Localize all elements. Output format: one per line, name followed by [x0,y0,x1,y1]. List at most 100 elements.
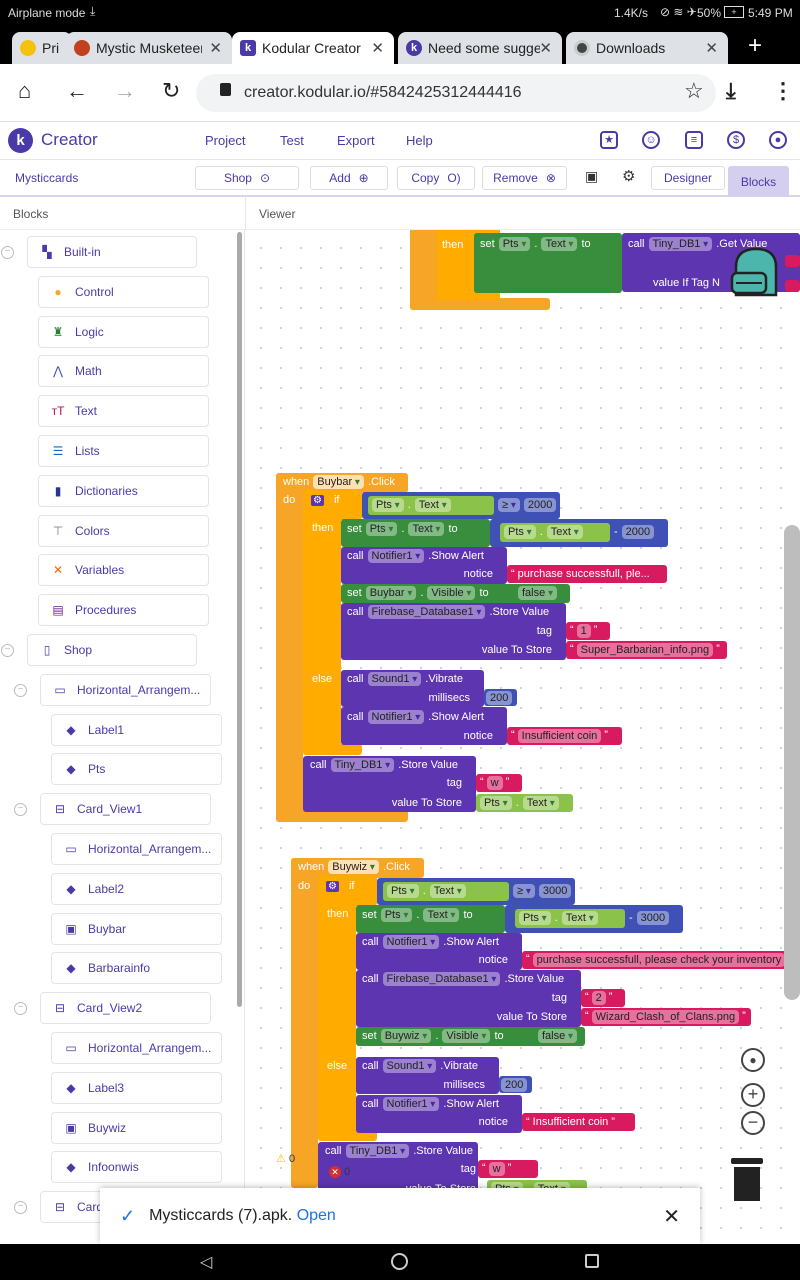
sidebar-item-horizontal-arrangem[interactable]: ▭ Horizontal_Arrangem... [40,673,211,706]
sidebar-item-pts[interactable]: ◆ Pts [51,753,222,786]
if-block-bottom[interactable] [318,1130,377,1141]
workspace-scrollbar[interactable] [784,525,800,1000]
trash-icon[interactable] [731,1158,763,1202]
sidebar-item-control[interactable]: ● Control [38,275,209,308]
sidebar-item-card-view1[interactable]: ⊟ Card_View1 [40,793,211,826]
field-dropdown[interactable]: Pts [365,522,398,536]
text-block[interactable] [522,1113,635,1131]
field-dropdown[interactable]: Pts [372,498,404,512]
open-download-link[interactable]: Open [296,1207,336,1224]
field-dropdown[interactable]: Visible [427,586,476,600]
component-dropdown[interactable]: Tiny_DB1 [330,758,395,772]
text-block[interactable] [507,727,622,745]
field-dropdown[interactable]: Text [408,522,445,536]
field-dropdown[interactable]: Text [541,237,578,251]
collapse-icon[interactable]: − [14,803,27,817]
component-dropdown[interactable]: Firebase_Database1 [382,972,501,986]
operator-dropdown[interactable]: ≥ [498,498,520,512]
field-dropdown[interactable]: Pts [504,525,536,539]
number-field[interactable]: 2000 [523,498,557,512]
text-block[interactable] [522,951,800,969]
sidebar-item-buybar[interactable]: ▣ Buybar [51,912,222,945]
close-icon[interactable]: ✕ [705,40,718,57]
string-literal[interactable]: “2” [585,991,612,1005]
string-field[interactable]: Insufficient coin [532,1116,609,1128]
string-literal[interactable]: “purchase successfull, ple... [511,568,650,580]
billing-icon[interactable]: $ [727,131,745,149]
field-dropdown[interactable]: Pts [498,237,531,251]
sidebar-item-shop[interactable]: ▯ Shop [27,634,197,666]
number-field[interactable]: 200 [486,691,513,705]
menu-help[interactable]: Help [406,133,433,148]
number-block[interactable] [524,883,570,900]
recenter-icon[interactable]: ● [741,1048,765,1072]
zoom-out-icon[interactable]: − [741,1111,765,1135]
recents-nav-icon[interactable] [585,1254,599,1268]
tab-need-some-suggestions[interactable]: k Need some suggestions✕ [398,32,562,64]
sidebar-item-built-in[interactable]: ▚ Built-in [27,236,197,268]
string-literal[interactable]: “1” [570,624,597,638]
tab-mystic-musketeers[interactable]: Mystic Musketeers ✕ [66,32,232,64]
sidebar-item-variables[interactable]: ✕ Variables [38,554,209,587]
string-literal[interactable]: “Insufficient coin” [526,1116,615,1128]
string-field[interactable]: purchase successfull, ple... [517,568,650,580]
field-dropdown[interactable]: Text [561,911,598,925]
backpack-icon[interactable] [728,245,784,299]
field-dropdown[interactable]: Text [414,498,451,512]
download-icon[interactable]: ⤓ [726,78,736,103]
component-dropdown[interactable]: Tiny_DB1 [648,237,713,251]
copy-screen-button[interactable]: Copy O) [397,166,475,190]
text-block[interactable] [507,565,667,583]
text-block[interactable] [478,1160,538,1178]
mutator-gear-icon[interactable]: ⚙ [326,880,339,892]
menu-test[interactable]: Test [280,133,304,148]
text-block[interactable] [566,641,727,659]
gallery-icon[interactable]: ▣ [585,168,599,184]
my-projects-icon[interactable]: ★ [600,131,618,149]
tab-pri[interactable]: Pri [12,32,72,64]
string-literal[interactable]: “Insufficient coin” [511,729,608,743]
field-dropdown[interactable]: false [538,1029,578,1043]
blocks-button[interactable]: Blocks [728,166,789,197]
zoom-in-icon[interactable]: + [741,1083,765,1107]
field-dropdown[interactable]: Pts [480,796,512,810]
string-field[interactable]: Super_Barbarian_info.png [576,643,714,657]
address-bar[interactable]: creator.kodular.io/#5842425312444416 [196,74,716,112]
account-icon[interactable]: ● [769,131,787,149]
component-dropdown[interactable]: Notifier1 [382,935,440,949]
component-dropdown[interactable]: Buywiz [328,860,379,874]
field-dropdown[interactable]: false [518,586,558,600]
menu-project[interactable]: Project [205,133,246,148]
sidebar-item-procedures[interactable]: ▤ Procedures [38,594,209,627]
designer-button[interactable]: Designer [651,166,725,190]
string-literal[interactable]: “w” [480,776,509,790]
collapse-icon[interactable]: − [1,644,14,657]
sidebar-item-text[interactable]: ᴛT Text [38,395,209,428]
field-dropdown[interactable]: Buywiz [380,1029,432,1043]
sidebar-item-horizontal-arrangem[interactable]: ▭ Horizontal_Arrangem... [51,833,222,865]
sidebar-item-logic[interactable]: ♜ Logic [38,315,209,348]
home-nav-icon[interactable] [391,1253,408,1270]
string-field[interactable]: 1 [576,624,591,638]
warning-indicator[interactable]: ⚠ 0 [276,1152,295,1165]
sidebar-item-label1[interactable]: ◆ Label1 [51,713,222,746]
text-block[interactable] [476,774,522,792]
field-dropdown[interactable]: Pts [519,911,551,925]
string-literal[interactable]: “purchase successfull, please check your… [526,953,792,967]
component-dropdown[interactable]: Notifier1 [367,710,425,724]
text-block[interactable] [785,280,800,292]
field-dropdown[interactable]: Text [423,908,460,922]
number-field[interactable]: 3000 [636,911,670,925]
number-field[interactable]: 2000 [621,525,655,539]
new-tab-button[interactable]: + [748,32,763,59]
sidebar-item-card-view2[interactable]: ⊟ Card_View2 [40,992,211,1025]
field-dropdown[interactable]: Text [546,525,583,539]
string-literal[interactable]: “Wizard_Clash_of_Clans.png” [585,1010,746,1024]
number-block[interactable] [484,689,517,706]
operator-dropdown[interactable]: ≥ [513,884,535,898]
close-icon[interactable]: ✕ [663,1205,680,1228]
reload-icon[interactable]: ↻ [162,78,181,103]
sidebar-item-label3[interactable]: ◆ Label3 [51,1071,222,1104]
screen-select[interactable]: Shop ⊙ [195,166,299,190]
